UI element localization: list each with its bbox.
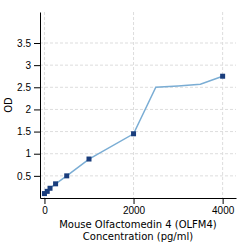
x-axis: 0 2000 4000 [41,198,237,216]
y-grid-line [40,131,236,132]
x-grid-line [133,12,134,198]
x-grid-line [44,12,45,198]
y-tick: 3.5 [17,38,40,49]
x-tick-mark [223,198,224,204]
y-grid-line [40,87,236,88]
y-tick: 1.5 [17,126,40,137]
point [87,157,92,162]
y-tick: 1 [25,148,40,159]
y-tick-label: 3.5 [17,38,31,49]
y-axis: 0.5 1 1.5 2 2.5 3 3.5 [17,13,40,199]
x-grid-line [222,12,223,198]
point [48,186,53,191]
y-axis-line [40,13,41,199]
grid [40,12,236,198]
x-tick-mark [44,198,45,204]
line [44,76,222,193]
y-grid-line [40,153,236,154]
y-tick: 0.5 [17,171,40,182]
y-grid-line [40,109,236,110]
x-tick: 4000 [212,198,235,216]
marks [42,74,225,196]
y-tick-label: 2 [25,104,31,115]
x-tick-label: 2000 [123,205,146,216]
y-tick-mark [34,65,40,66]
x-axis-line [41,198,237,199]
y-axis-title: OD [3,97,14,113]
x-tick: 0 [42,198,48,216]
y-tick: 2.5 [17,82,40,93]
y-tick: 2 [25,104,40,115]
x-axis-title-line: Mouse Olfactomedin 4 (OLFM4) [59,219,217,230]
y-tick-label: 2.5 [17,82,31,93]
y-tick-mark [34,87,40,88]
y-tick-mark [34,176,40,177]
plot: 0 2000 4000 0.5 1 1.5 2 2.5 3 3.5 [17,12,236,216]
x-tick: 2000 [123,198,146,216]
y-tick-mark [34,132,40,133]
y-tick-mark [34,154,40,155]
y-grid-line [40,43,236,44]
y-tick-mark [34,43,40,44]
y-tick-label: 0.5 [17,171,31,182]
point [220,74,225,79]
x-axis-title-line: Concentration (pg/ml) [83,231,193,242]
y-tick-label: 1.5 [17,126,31,137]
y-grid-line [40,65,236,66]
point [131,131,136,136]
x-tick-label: 4000 [212,205,235,216]
x-tick-label: 0 [42,205,48,216]
x-axis-title: Mouse Olfactomedin 4 (OLFM4)Concentratio… [59,219,217,242]
point [53,181,58,186]
y-tick-label: 3 [25,60,31,71]
chart: 0 2000 4000 0.5 1 1.5 2 2.5 3 3.5 Mouse Olfactomed… [0,0,250,250]
y-tick: 3 [25,60,40,71]
point [64,173,69,178]
y-grid-line [40,175,236,176]
x-tick-mark [134,198,135,204]
y-tick-mark [34,109,40,110]
y-tick-label: 1 [25,148,31,159]
